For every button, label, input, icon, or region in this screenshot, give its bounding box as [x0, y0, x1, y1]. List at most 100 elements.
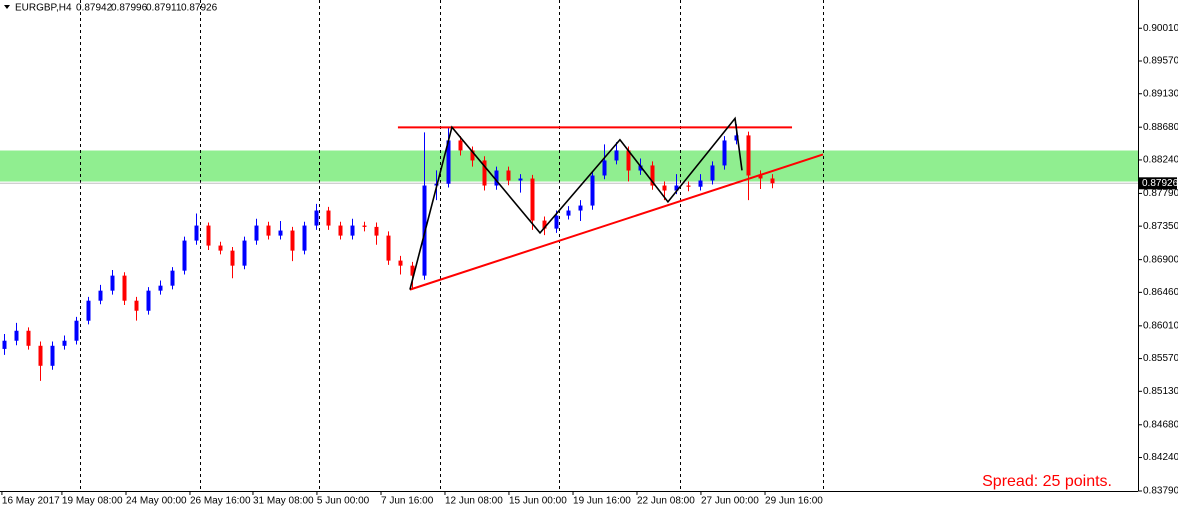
candle-body [218, 245, 223, 251]
y-tick-label: 0.86900 [1143, 254, 1178, 265]
candle-body [758, 175, 763, 179]
trend-line [409, 153, 824, 291]
current-price-label: 0.87926 [1142, 178, 1178, 189]
candle-body [194, 225, 199, 241]
y-tick-label: 0.84240 [1143, 452, 1178, 463]
y-tick-label: 0.83790 [1143, 486, 1178, 497]
menu-arrow[interactable] [4, 5, 10, 9]
y-tick-label: 0.88680 [1143, 122, 1178, 133]
x-tick-label: 15 Jun 00:00 [509, 496, 567, 507]
symbol: EURGBP,H4 [15, 3, 72, 14]
candle-body [470, 150, 475, 161]
y-tick-label: 0.86010 [1143, 320, 1178, 331]
candle-body [266, 225, 271, 236]
y-tick-label: 0.89570 [1143, 56, 1178, 67]
candle-body [638, 165, 643, 171]
candle-body [134, 300, 139, 311]
x-tick-label: 7 Jun 16:00 [381, 496, 434, 507]
candle-body [662, 185, 667, 191]
candle-body [674, 185, 679, 191]
candle-body [578, 205, 583, 211]
candle-body [38, 345, 43, 366]
candle-body [182, 240, 187, 271]
candle-body [314, 210, 319, 226]
candle-body [602, 160, 607, 176]
y-tick-label: 0.85130 [1143, 386, 1178, 397]
candle-body [158, 285, 163, 291]
candle-body [446, 140, 451, 184]
zigzag [409, 116, 743, 290]
candle-body [386, 235, 391, 261]
candle-body [590, 175, 595, 206]
candle-body [122, 275, 127, 301]
candle-body [242, 240, 247, 266]
candle-body [170, 270, 175, 286]
y-tick-label: 0.89130 [1143, 88, 1178, 99]
candle-body [62, 340, 67, 346]
x-tick-label: 19 May 08:00 [62, 496, 123, 507]
y-tick-label: 0.85570 [1143, 353, 1178, 364]
candle-body [698, 180, 703, 187]
x-tick-label: 22 Jun 08:00 [637, 496, 695, 507]
candle-body [482, 160, 487, 186]
candle-body [374, 226, 379, 236]
support-zone [0, 150, 1138, 182]
candle-body [278, 230, 283, 236]
candle-body [542, 220, 547, 229]
candle-body [554, 215, 559, 229]
candle-body [494, 170, 499, 186]
candle-body [350, 225, 355, 236]
candle-body [626, 150, 631, 171]
spread: Spread: 25 points. [982, 473, 1112, 490]
candle-body [146, 290, 151, 311]
candle-body [770, 178, 775, 184]
candle-body [746, 135, 751, 176]
candle-body [614, 150, 619, 161]
candle-body [74, 320, 79, 341]
y-tick-label: 0.87790 [1143, 188, 1178, 199]
candle-body [14, 330, 19, 341]
candle-body [530, 178, 535, 221]
candle-body [362, 225, 367, 227]
ohlc-value: 0.87942 [76, 3, 113, 14]
candle-body [2, 340, 7, 349]
period-separators [80, 0, 824, 491]
candle-body [86, 300, 91, 321]
candle-body [326, 210, 331, 226]
candle-body [410, 265, 415, 276]
candle-body [254, 225, 259, 241]
y-tick-label: 0.88240 [1143, 155, 1178, 166]
x-tick-label: 12 Jun 08:00 [445, 496, 503, 507]
candle-body [302, 225, 307, 251]
candle-body [710, 165, 715, 181]
y-tick-label: 0.84680 [1143, 419, 1178, 430]
x-tick-label: 16 May 2017 [2, 496, 60, 507]
x-tick-label: 29 Jun 16:00 [765, 496, 823, 507]
x-tick-label: 31 May 08:00 [253, 496, 314, 507]
candle-body [458, 140, 463, 151]
candle-body [518, 178, 523, 181]
x-tick-label: 24 May 00:00 [126, 496, 187, 507]
candle-body [506, 170, 511, 181]
candle-body [566, 210, 571, 216]
ohlc-value: 0.87926 [181, 3, 218, 14]
candle-body [722, 140, 727, 166]
x-tick-label: 5 Jun 00:00 [317, 496, 370, 507]
candle-body [650, 165, 655, 186]
candle-body [398, 260, 403, 266]
y-tick-label: 0.87350 [1143, 221, 1178, 232]
candle-body [110, 275, 115, 291]
y-tick-label: 0.86460 [1143, 287, 1178, 298]
ohlc-value: 0.87996 [111, 3, 148, 14]
x-tick-label: 26 May 16:00 [190, 496, 251, 507]
x-tick-label: 27 Jun 00:00 [701, 496, 759, 507]
ohlc-value: 0.87911 [146, 3, 182, 14]
candle-body [686, 185, 691, 187]
candle-body [98, 290, 103, 301]
candle-body [290, 230, 295, 251]
candle-body [206, 225, 211, 246]
current-price-box [1139, 177, 1177, 190]
y-tick-label: 0.90010 [1143, 23, 1178, 34]
